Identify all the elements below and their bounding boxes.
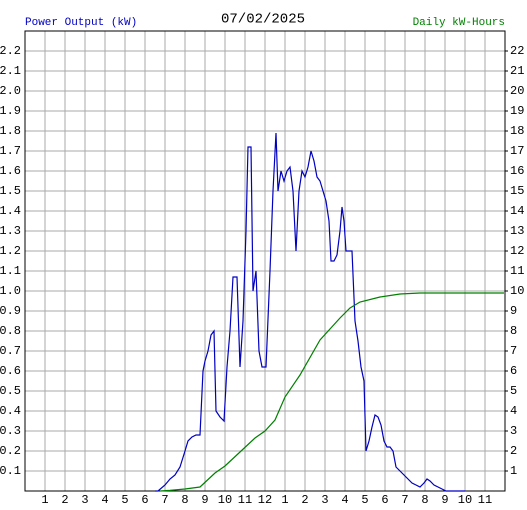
y-tick-label: 0.6 [0,364,21,378]
series-line [155,132,465,492]
x-tick-label: 4 [341,493,348,507]
x-tick-label: 6 [141,493,148,507]
x-tick-label: 6 [381,493,388,507]
plot-border [24,30,506,492]
y2-tick-label: 4 [510,404,517,418]
x-tick-label: 11 [238,493,252,507]
y2-tick-label: 20 [510,84,524,98]
y2-tick-label: 1 [510,464,517,478]
y2-tick-label: 14 [510,204,524,218]
x-tick-label: 8 [181,493,188,507]
y2-tick-label: 22 [510,44,524,58]
y2-axis-label: Daily kW-Hours [413,17,505,29]
y2-tick-label: 21 [510,64,524,78]
y-tick-label: 1.6 [0,164,21,178]
y2-tick-label: 6 [510,364,517,378]
x-tick-label: 7 [161,493,168,507]
x-tick-label: 10 [218,493,232,507]
y2-tick-label: 16 [510,164,524,178]
y-tick-label: 1.8 [0,124,21,138]
x-tick-label: 7 [401,493,408,507]
y-axis-label: Power Output (kW) [25,17,137,29]
y-tick-label: 1.4 [0,204,21,218]
x-tick-label: 2 [301,493,308,507]
y2-tick-label: 11 [510,264,524,278]
y2-tick-label: 5 [510,384,517,398]
y-tick-label: 1.9 [0,104,21,118]
x-tick-label: 4 [101,493,108,507]
y2-tick-label: 17 [510,144,524,158]
y2-tick-label: 7 [510,344,517,358]
y-tick-label: 0.9 [0,304,21,318]
x-tick-label: 12 [258,493,272,507]
y-tick-label: 1.0 [0,284,21,298]
y-tick-label: 1.3 [0,224,21,238]
chart-title: 07/02/2025 [221,12,305,28]
y-tick-label: 0.8 [0,324,21,338]
x-tick-label: 8 [421,493,428,507]
y2-tick-label: 8 [510,324,517,338]
x-tick-label: 11 [478,493,492,507]
y-tick-label: 0.3 [0,424,21,438]
x-tick-label: 5 [361,493,368,507]
x-tick-label: 1 [41,493,48,507]
y-tick-label: 1.7 [0,144,21,158]
y2-tick-label: 15 [510,184,524,198]
x-tick-label: 10 [458,493,472,507]
x-tick-label: 3 [81,493,88,507]
y-tick-label: 0.1 [0,464,21,478]
x-tick-label: 2 [61,493,68,507]
x-tick-label: 5 [121,493,128,507]
y-tick-label: 1.1 [0,264,21,278]
y-tick-label: 0.7 [0,344,21,358]
x-tick-label: 1 [281,493,288,507]
y-tick-label: 2.0 [0,84,21,98]
series-line [159,292,504,492]
y2-tick-label: 2 [510,444,517,458]
x-tick-label: 3 [321,493,328,507]
y2-tick-label: 12 [510,244,524,258]
y-tick-label: 2.1 [0,64,21,78]
y2-tick-label: 9 [510,304,517,318]
x-tick-label: 9 [201,493,208,507]
y-tick-label: 0.4 [0,404,21,418]
y-tick-label: 0.2 [0,444,21,458]
y2-tick-label: 13 [510,224,524,238]
x-tick-label: 9 [441,493,448,507]
y-tick-label: 1.2 [0,244,21,258]
y2-tick-label: 18 [510,124,524,138]
y-tick-label: 1.5 [0,184,21,198]
y-tick-label: 2.2 [0,44,21,58]
y2-tick-label: 3 [510,424,517,438]
y2-tick-label: 10 [510,284,524,298]
y2-tick-label: 19 [510,104,524,118]
y-tick-label: 0.5 [0,384,21,398]
